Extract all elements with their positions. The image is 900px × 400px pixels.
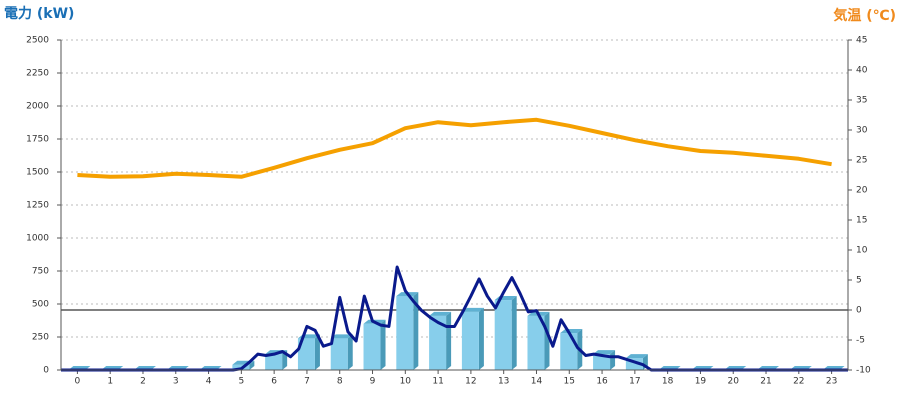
- y2-tick-label: 10: [856, 246, 868, 256]
- y-tick-label: 750: [32, 267, 49, 277]
- bar: [297, 338, 315, 370]
- y2-tick-label: 5: [856, 276, 862, 286]
- y-tick-label: 250: [32, 333, 49, 343]
- y-tick-label: 0: [43, 366, 49, 376]
- bar-side: [511, 296, 517, 370]
- x-tick-label: 3: [173, 377, 179, 387]
- y2-tick-label: 45: [856, 36, 867, 46]
- y-tick-label: 2500: [26, 36, 49, 46]
- x-tick-label: 4: [206, 377, 212, 387]
- y-tick-label: 1000: [26, 234, 49, 244]
- y2-tick-label: 0: [856, 306, 862, 316]
- left-axis-title: 電力 (kW): [4, 5, 74, 22]
- x-tick-label: 6: [271, 377, 277, 387]
- bar: [363, 323, 381, 370]
- bar: [560, 333, 578, 370]
- bar-side: [249, 360, 255, 370]
- x-tick-label: 13: [498, 377, 509, 387]
- x-tick-label: 22: [793, 377, 804, 387]
- bar-side: [544, 311, 550, 370]
- bar-side: [380, 319, 386, 370]
- y2-tick-label: 40: [856, 66, 868, 76]
- bar-top: [429, 311, 452, 316]
- bar-top: [625, 354, 648, 359]
- y-tick-label: 1750: [26, 135, 49, 145]
- power-line: [61, 265, 848, 372]
- x-tick-label: 15: [564, 377, 575, 387]
- bar-side: [610, 350, 616, 370]
- x-tick-label: 0: [75, 377, 81, 387]
- bar-side: [446, 311, 452, 370]
- x-tick-label: 12: [465, 377, 476, 387]
- y-tick-label: 500: [32, 300, 49, 310]
- x-tick-label: 21: [760, 377, 771, 387]
- bar: [429, 315, 447, 370]
- x-tick-label: 7: [304, 377, 310, 387]
- x-tick-label: 19: [695, 377, 707, 387]
- x-tick-label: 1: [107, 377, 113, 387]
- bar: [330, 338, 348, 370]
- x-tick-label: 18: [662, 377, 674, 387]
- temperature-line: [77, 117, 832, 179]
- bar-side: [478, 307, 484, 370]
- bar-side: [314, 334, 320, 370]
- y2-tick-label: 20: [856, 186, 868, 196]
- x-tick-label: 16: [596, 377, 608, 387]
- x-tick-label: 9: [370, 377, 376, 387]
- x-tick-label: 17: [629, 377, 640, 387]
- y2-tick-label: -5: [856, 336, 865, 346]
- x-tick-label: 8: [337, 377, 343, 387]
- x-tick-label: 10: [400, 377, 412, 387]
- x-tick-label: 5: [238, 377, 244, 387]
- y-tick-label: 1500: [26, 168, 49, 178]
- bar: [527, 315, 545, 370]
- x-tick-label: 11: [432, 377, 443, 387]
- bar: [396, 296, 414, 370]
- x-tick-label: 2: [140, 377, 146, 387]
- x-tick-label: 20: [728, 377, 740, 387]
- y-tick-label: 1250: [26, 201, 49, 211]
- x-tick-label: 14: [531, 377, 543, 387]
- bar-top: [330, 334, 353, 339]
- bar: [625, 358, 643, 370]
- right-axis-title: 気温 (℃): [833, 7, 896, 24]
- bar: [265, 354, 283, 370]
- y2-tick-label: 15: [856, 216, 867, 226]
- bar: [494, 300, 512, 370]
- x-tick-label: 23: [826, 377, 837, 387]
- bar-side: [413, 292, 419, 370]
- y2-tick-label: -10: [856, 366, 871, 376]
- y-tick-label: 2250: [26, 69, 49, 79]
- bar: [461, 311, 479, 370]
- y2-tick-label: 30: [856, 126, 868, 136]
- y2-tick-label: 35: [856, 96, 867, 106]
- bar-top: [593, 350, 616, 355]
- y2-tick-label: 25: [856, 156, 867, 166]
- y-tick-label: 2000: [26, 102, 49, 112]
- bar: [593, 354, 611, 370]
- bar-side: [347, 334, 353, 370]
- bar-top: [461, 307, 484, 312]
